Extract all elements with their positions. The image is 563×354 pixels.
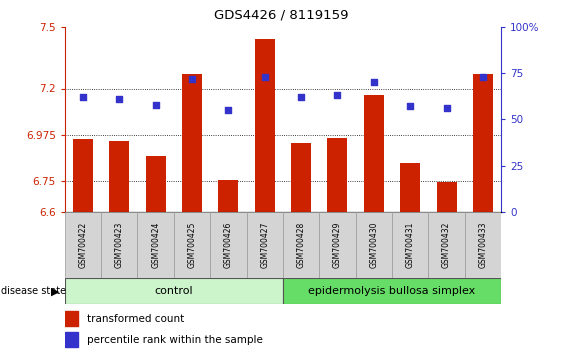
Point — [187, 76, 196, 81]
Text: GSM700427: GSM700427 — [260, 222, 269, 268]
Bar — [392, 212, 428, 278]
Text: GSM700423: GSM700423 — [115, 222, 124, 268]
Bar — [254, 39, 275, 212]
Bar — [247, 212, 283, 278]
Text: GSM700426: GSM700426 — [224, 222, 233, 268]
Text: percentile rank within the sample: percentile rank within the sample — [87, 335, 262, 345]
Bar — [464, 212, 501, 278]
Text: GSM700430: GSM700430 — [369, 222, 378, 268]
Text: GDS4426 / 8119159: GDS4426 / 8119159 — [215, 9, 348, 22]
Text: control: control — [154, 286, 193, 296]
Bar — [182, 74, 202, 212]
Text: GSM700428: GSM700428 — [297, 222, 306, 268]
Bar — [65, 332, 78, 347]
Text: GSM700422: GSM700422 — [78, 222, 87, 268]
Bar — [65, 278, 283, 304]
Bar — [356, 212, 392, 278]
Text: transformed count: transformed count — [87, 314, 184, 324]
Text: disease state: disease state — [1, 286, 66, 296]
Bar — [364, 95, 384, 212]
Bar — [65, 212, 101, 278]
Bar — [400, 163, 420, 212]
Point — [151, 102, 160, 108]
Bar — [218, 181, 238, 212]
Bar — [291, 143, 311, 212]
Text: GSM700424: GSM700424 — [151, 222, 160, 268]
Bar — [283, 212, 319, 278]
Text: GSM700429: GSM700429 — [333, 222, 342, 268]
Text: epidermolysis bullosa simplex: epidermolysis bullosa simplex — [309, 286, 476, 296]
Point — [369, 80, 378, 85]
Point — [260, 74, 269, 80]
Bar — [101, 212, 137, 278]
Point — [78, 95, 87, 100]
Text: GSM700425: GSM700425 — [187, 222, 196, 268]
Bar — [428, 212, 464, 278]
Bar — [319, 212, 356, 278]
Bar — [473, 74, 493, 212]
Text: ▶: ▶ — [51, 286, 59, 296]
Text: GSM700432: GSM700432 — [442, 222, 451, 268]
Bar — [65, 311, 78, 326]
Bar — [73, 139, 93, 212]
Bar — [328, 138, 347, 212]
Point — [224, 107, 233, 113]
Point — [479, 74, 488, 80]
Point — [115, 96, 124, 102]
Point — [297, 95, 306, 100]
Point — [442, 105, 451, 111]
Bar — [283, 278, 501, 304]
Point — [406, 104, 415, 109]
Bar — [436, 182, 457, 212]
Point — [333, 92, 342, 98]
Bar — [109, 141, 129, 212]
Text: GSM700431: GSM700431 — [406, 222, 415, 268]
Bar — [137, 212, 174, 278]
Bar — [174, 212, 210, 278]
Bar — [146, 156, 166, 212]
Bar — [210, 212, 247, 278]
Text: GSM700433: GSM700433 — [479, 222, 488, 268]
